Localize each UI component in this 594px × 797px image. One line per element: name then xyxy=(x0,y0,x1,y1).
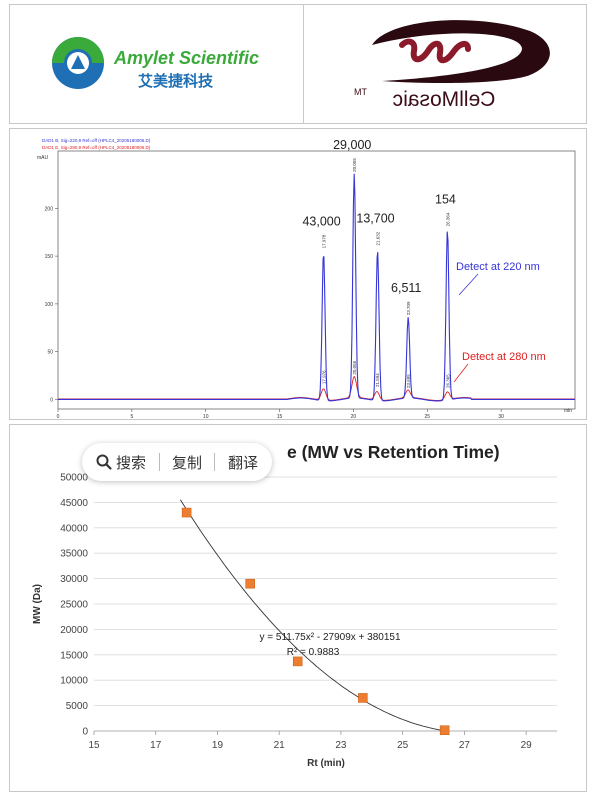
hplc-y-tick-label: 100 xyxy=(45,302,54,308)
calibration-y-tick-label: 35000 xyxy=(60,549,88,560)
calibration-x-tick-label: 21 xyxy=(274,740,286,751)
calibration-point xyxy=(292,656,303,667)
hplc-y-tick-label: 150 xyxy=(45,254,54,260)
cellmosaic-logo-icon xyxy=(372,20,550,83)
hplc-peak-rt280-label: 20.056 xyxy=(352,360,357,374)
calibration-y-tick-label: 30000 xyxy=(60,574,88,585)
hplc-x-tick-label: 15 xyxy=(277,414,283,420)
hplc-peak-mw-label: 6,511 xyxy=(391,281,421,295)
hplc-peak-rt-label: 21.632 xyxy=(376,231,381,245)
popup-copy-button[interactable]: 复制 xyxy=(172,452,202,473)
calibration-x-tick-label: 17 xyxy=(150,740,162,751)
hplc-peak-mw-label: 154 xyxy=(435,192,456,206)
hplc-peak-mw-label: 29,000 xyxy=(333,138,371,152)
calibration-x-tick-label: 19 xyxy=(212,740,224,751)
calibration-y-tick-label: 20000 xyxy=(60,625,88,636)
popup-translate-button[interactable]: 翻译 xyxy=(228,452,258,473)
logo-panel: Amylet Scientific 艾美捷科技 CellMosaic TM xyxy=(9,4,587,124)
hplc-x-tick-label: 25 xyxy=(425,414,431,420)
hplc-peak-rt280-label: 23.695 xyxy=(406,374,411,388)
calibration-title: e (MW vs Retention Time) xyxy=(287,442,500,462)
hplc-trace-280 xyxy=(58,375,575,401)
calibration-x-tick-label: 23 xyxy=(335,740,347,751)
calibration-equation: y = 511.75x² - 27909x + 380151 xyxy=(259,632,400,643)
search-icon xyxy=(96,454,112,470)
calibration-y-tick-label: 5000 xyxy=(66,701,89,712)
calibration-y-tick-label: 40000 xyxy=(60,523,88,534)
selection-popup: 搜索 复制 翻译 xyxy=(82,443,272,481)
hplc-legend-280: DAD1 E, Sig=280,8 Ref=off (HPLC4_2020518… xyxy=(42,145,151,150)
hplc-peak-rt-label: 17.978 xyxy=(322,234,327,248)
hplc-x-tick-label: 20 xyxy=(351,414,357,420)
calibration-ylabel: MW (Da) xyxy=(32,584,43,624)
cellmosaic-tm: TM xyxy=(354,87,367,97)
calibration-trendline xyxy=(180,499,450,732)
detect-280-label: Detect at 280 nm xyxy=(462,351,546,363)
calibration-r2: R² = 0.9883 xyxy=(287,647,340,658)
calibration-panel: e (MW vs Retention Time) 0 5000 10000 15000… xyxy=(9,424,587,792)
popup-copy-label: 复制 xyxy=(171,453,202,472)
calibration-x-tick-label: 27 xyxy=(459,740,471,751)
cellmosaic-name: CellMosaic xyxy=(393,88,496,111)
hplc-peak-rt280-label: 26.365 xyxy=(445,374,450,388)
hplc-x-tick-label: 10 xyxy=(203,414,209,420)
hplc-y-tick-label: 50 xyxy=(47,350,53,356)
calibration-x-tick-label: 25 xyxy=(397,740,409,751)
calibration-x-tick-label: 29 xyxy=(521,740,533,751)
hplc-x-tick-label: 5 xyxy=(130,414,133,420)
popup-search-label: 搜索 xyxy=(116,453,147,472)
calibration-points xyxy=(181,507,450,735)
popup-search-button[interactable]: 搜索 xyxy=(96,452,146,473)
calibration-y-tick-label: 25000 xyxy=(60,600,88,611)
calibration-point xyxy=(439,725,450,735)
hplc-peak-rt280-label: 17.976 xyxy=(322,370,327,384)
calibration-x-tick-label: 15 xyxy=(88,740,100,751)
hplc-peak-rt-label: 23.709 xyxy=(406,301,411,315)
hplc-frame xyxy=(57,150,576,410)
calibration-chart: e (MW vs Retention Time) 0 5000 10000 15000… xyxy=(32,442,557,769)
calibration-y-tick-label: 0 xyxy=(82,727,88,738)
hplc-peak-rt-label: 20.055 xyxy=(352,158,357,172)
hplc-x-tick-label: 0 xyxy=(57,414,60,420)
hplc-panel: 0 5 10 15 20 25 30 0 50 100 150 200 DAD1 B, Sig=220… xyxy=(9,128,587,420)
hplc-peak-mw-label: 13,700 xyxy=(356,211,394,225)
hplc-axes: 0 5 10 15 20 25 30 0 50 100 150 200 xyxy=(45,150,576,420)
hplc-y-tick-label: 0 xyxy=(50,397,53,403)
calibration-grid: 0 5000 10000 15000 20000 25000 30000 35000 40000… xyxy=(60,473,557,751)
hplc-x-unit: min xyxy=(564,408,572,414)
calibration-xlabel: Rt (min) xyxy=(307,758,345,769)
calibration-point xyxy=(181,507,192,518)
calibration-y-tick-label: 50000 xyxy=(60,473,88,484)
hplc-y-tick-label: 200 xyxy=(45,206,54,212)
hplc-peak-rt280-label: 21.594 xyxy=(375,373,380,387)
hplc-peak-mw-label: 43,000 xyxy=(302,214,340,228)
popup-separator xyxy=(158,453,160,471)
logos-svg: Amylet Scientific 艾美捷科技 CellMosaic TM xyxy=(52,20,550,111)
calibration-point xyxy=(358,693,368,703)
detect-280-arrow xyxy=(453,363,469,383)
hplc-peaks: 17.978 43,000 17.976 20.055 29,000 20.056 21.6… xyxy=(58,138,575,402)
hplc-x-tick-label: 30 xyxy=(498,414,504,420)
hplc-peak-rt-label: 26.364 xyxy=(445,212,450,226)
hplc-y-unit: mAU xyxy=(37,155,49,161)
popup-separator xyxy=(214,453,216,471)
calibration-y-tick-label: 10000 xyxy=(60,676,88,687)
calibration-y-tick-label: 45000 xyxy=(60,498,88,509)
calibration-y-tick-label: 15000 xyxy=(60,650,88,661)
calibration-point xyxy=(245,578,255,589)
amylet-name-cn: 艾美捷科技 xyxy=(138,72,214,90)
detect-220-label: Detect at 220 nm xyxy=(456,261,540,273)
detect-220-arrow xyxy=(458,273,479,296)
amylet-name: Amylet Scientific xyxy=(113,48,259,68)
hplc-chart: 0 5 10 15 20 25 30 0 50 100 150 200 DAD1 B, Sig=220… xyxy=(37,138,576,420)
popup-translate-label: 翻译 xyxy=(227,453,258,472)
logo-divider xyxy=(303,5,304,123)
hplc-legend-220: DAD1 B, Sig=220,8 Ref=off (HPLC4_2020518… xyxy=(42,138,151,143)
hplc-trace-220 xyxy=(58,173,575,402)
amylet-logo-icon xyxy=(52,37,104,89)
